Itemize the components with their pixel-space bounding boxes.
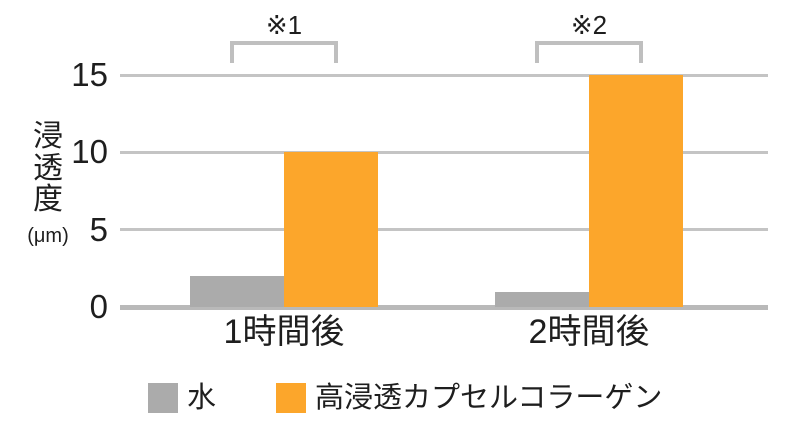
gridline-5 (120, 228, 768, 232)
legend-swatch-water (148, 383, 178, 413)
comparison-bracket-2 (535, 41, 643, 63)
legend-label-collagen: 高浸透カプセルコラーゲン (315, 382, 663, 414)
y-axis-unit: (μm) (27, 225, 69, 247)
annotation-note-2: ※2 (570, 10, 608, 40)
y-tick-label-10: 10 (71, 133, 108, 171)
category-label-2: 2時間後 (528, 313, 650, 351)
annotation-note-1: ※1 (265, 10, 303, 40)
y-axis-title: 浸透度 (33, 120, 63, 216)
gridline-10 (120, 150, 768, 154)
gridline-0 (120, 305, 768, 310)
comparison-bracket-1 (230, 41, 338, 63)
bar-water-group2 (495, 291, 589, 307)
bar-collagen-group1 (284, 152, 378, 307)
y-tick-label-5: 5 (89, 210, 108, 248)
category-label-1: 1時間後 (223, 313, 345, 351)
y-tick-label-15: 15 (71, 56, 108, 93)
bar-water-group1 (190, 276, 284, 307)
y-tick-label-0: 0 (89, 288, 108, 325)
gridline-15 (120, 73, 768, 77)
bar-collagen-group2 (589, 75, 683, 307)
legend-swatch-collagen (276, 383, 306, 413)
legend-label-water: 水 (187, 382, 217, 414)
